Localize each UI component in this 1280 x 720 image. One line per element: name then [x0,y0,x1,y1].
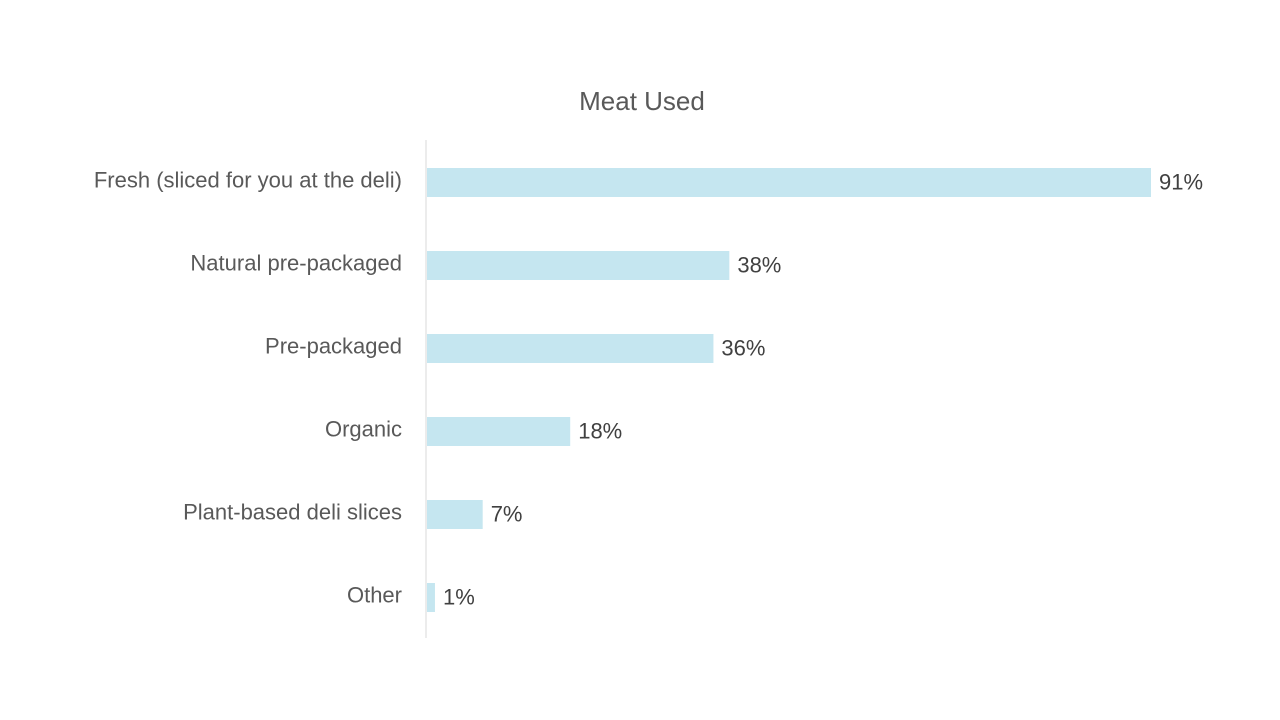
category-label: Organic [325,416,402,441]
value-label: 38% [737,252,781,277]
bar-0 [427,168,1151,197]
bar-3 [427,417,571,446]
value-label: 1% [443,584,475,609]
category-label: Fresh (sliced for you at the deli) [94,167,402,192]
category-label: Other [347,582,402,607]
bar-1 [427,251,730,280]
value-label: 18% [578,418,622,443]
category-label: Pre-packaged [265,333,402,358]
chart-title: Meat Used [579,86,705,116]
value-label: 7% [491,501,523,526]
bar-5 [427,583,435,612]
value-label: 36% [721,335,765,360]
bars-group: Fresh (sliced for you at the deli) 91% Nat… [94,167,1203,612]
category-label: Natural pre-packaged [190,250,402,275]
bar-4 [427,500,483,529]
category-label: Plant-based deli slices [183,499,402,524]
value-label: 91% [1159,169,1203,194]
bar-2 [427,334,714,363]
